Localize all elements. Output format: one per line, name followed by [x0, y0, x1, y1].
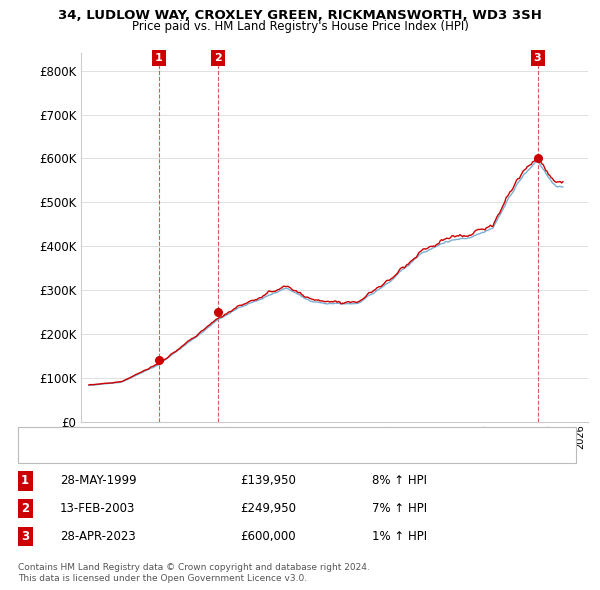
Text: 28-APR-2023: 28-APR-2023 — [60, 530, 136, 543]
Text: 1: 1 — [155, 53, 163, 63]
Text: —: — — [33, 444, 51, 463]
Text: This data is licensed under the Open Government Licence v3.0.: This data is licensed under the Open Gov… — [18, 573, 307, 582]
Text: Price paid vs. HM Land Registry's House Price Index (HPI): Price paid vs. HM Land Registry's House … — [131, 20, 469, 33]
Text: 7% ↑ HPI: 7% ↑ HPI — [372, 502, 427, 515]
Text: £139,950: £139,950 — [240, 474, 296, 487]
Text: 3: 3 — [21, 530, 29, 543]
Text: £600,000: £600,000 — [240, 530, 296, 543]
Text: 13-FEB-2003: 13-FEB-2003 — [60, 502, 136, 515]
Text: 28-MAY-1999: 28-MAY-1999 — [60, 474, 137, 487]
Text: 2: 2 — [214, 53, 221, 63]
Text: Contains HM Land Registry data © Crown copyright and database right 2024.: Contains HM Land Registry data © Crown c… — [18, 563, 370, 572]
Text: 2: 2 — [21, 502, 29, 515]
Text: —: — — [33, 427, 51, 445]
Text: 8% ↑ HPI: 8% ↑ HPI — [372, 474, 427, 487]
Text: 3: 3 — [534, 53, 541, 63]
Text: £249,950: £249,950 — [240, 502, 296, 515]
Text: 34, LUDLOW WAY, CROXLEY GREEN, RICKMANSWORTH, WD3 3SH: 34, LUDLOW WAY, CROXLEY GREEN, RICKMANSW… — [58, 9, 542, 22]
Text: 34, LUDLOW WAY, CROXLEY GREEN, RICKMANSWORTH, WD3 3SH (semi-detached house: 34, LUDLOW WAY, CROXLEY GREEN, RICKMANSW… — [53, 431, 512, 441]
Text: 1% ↑ HPI: 1% ↑ HPI — [372, 530, 427, 543]
Text: 1: 1 — [21, 474, 29, 487]
Text: HPI: Average price, semi-detached house, Three Rivers: HPI: Average price, semi-detached house,… — [53, 448, 340, 458]
